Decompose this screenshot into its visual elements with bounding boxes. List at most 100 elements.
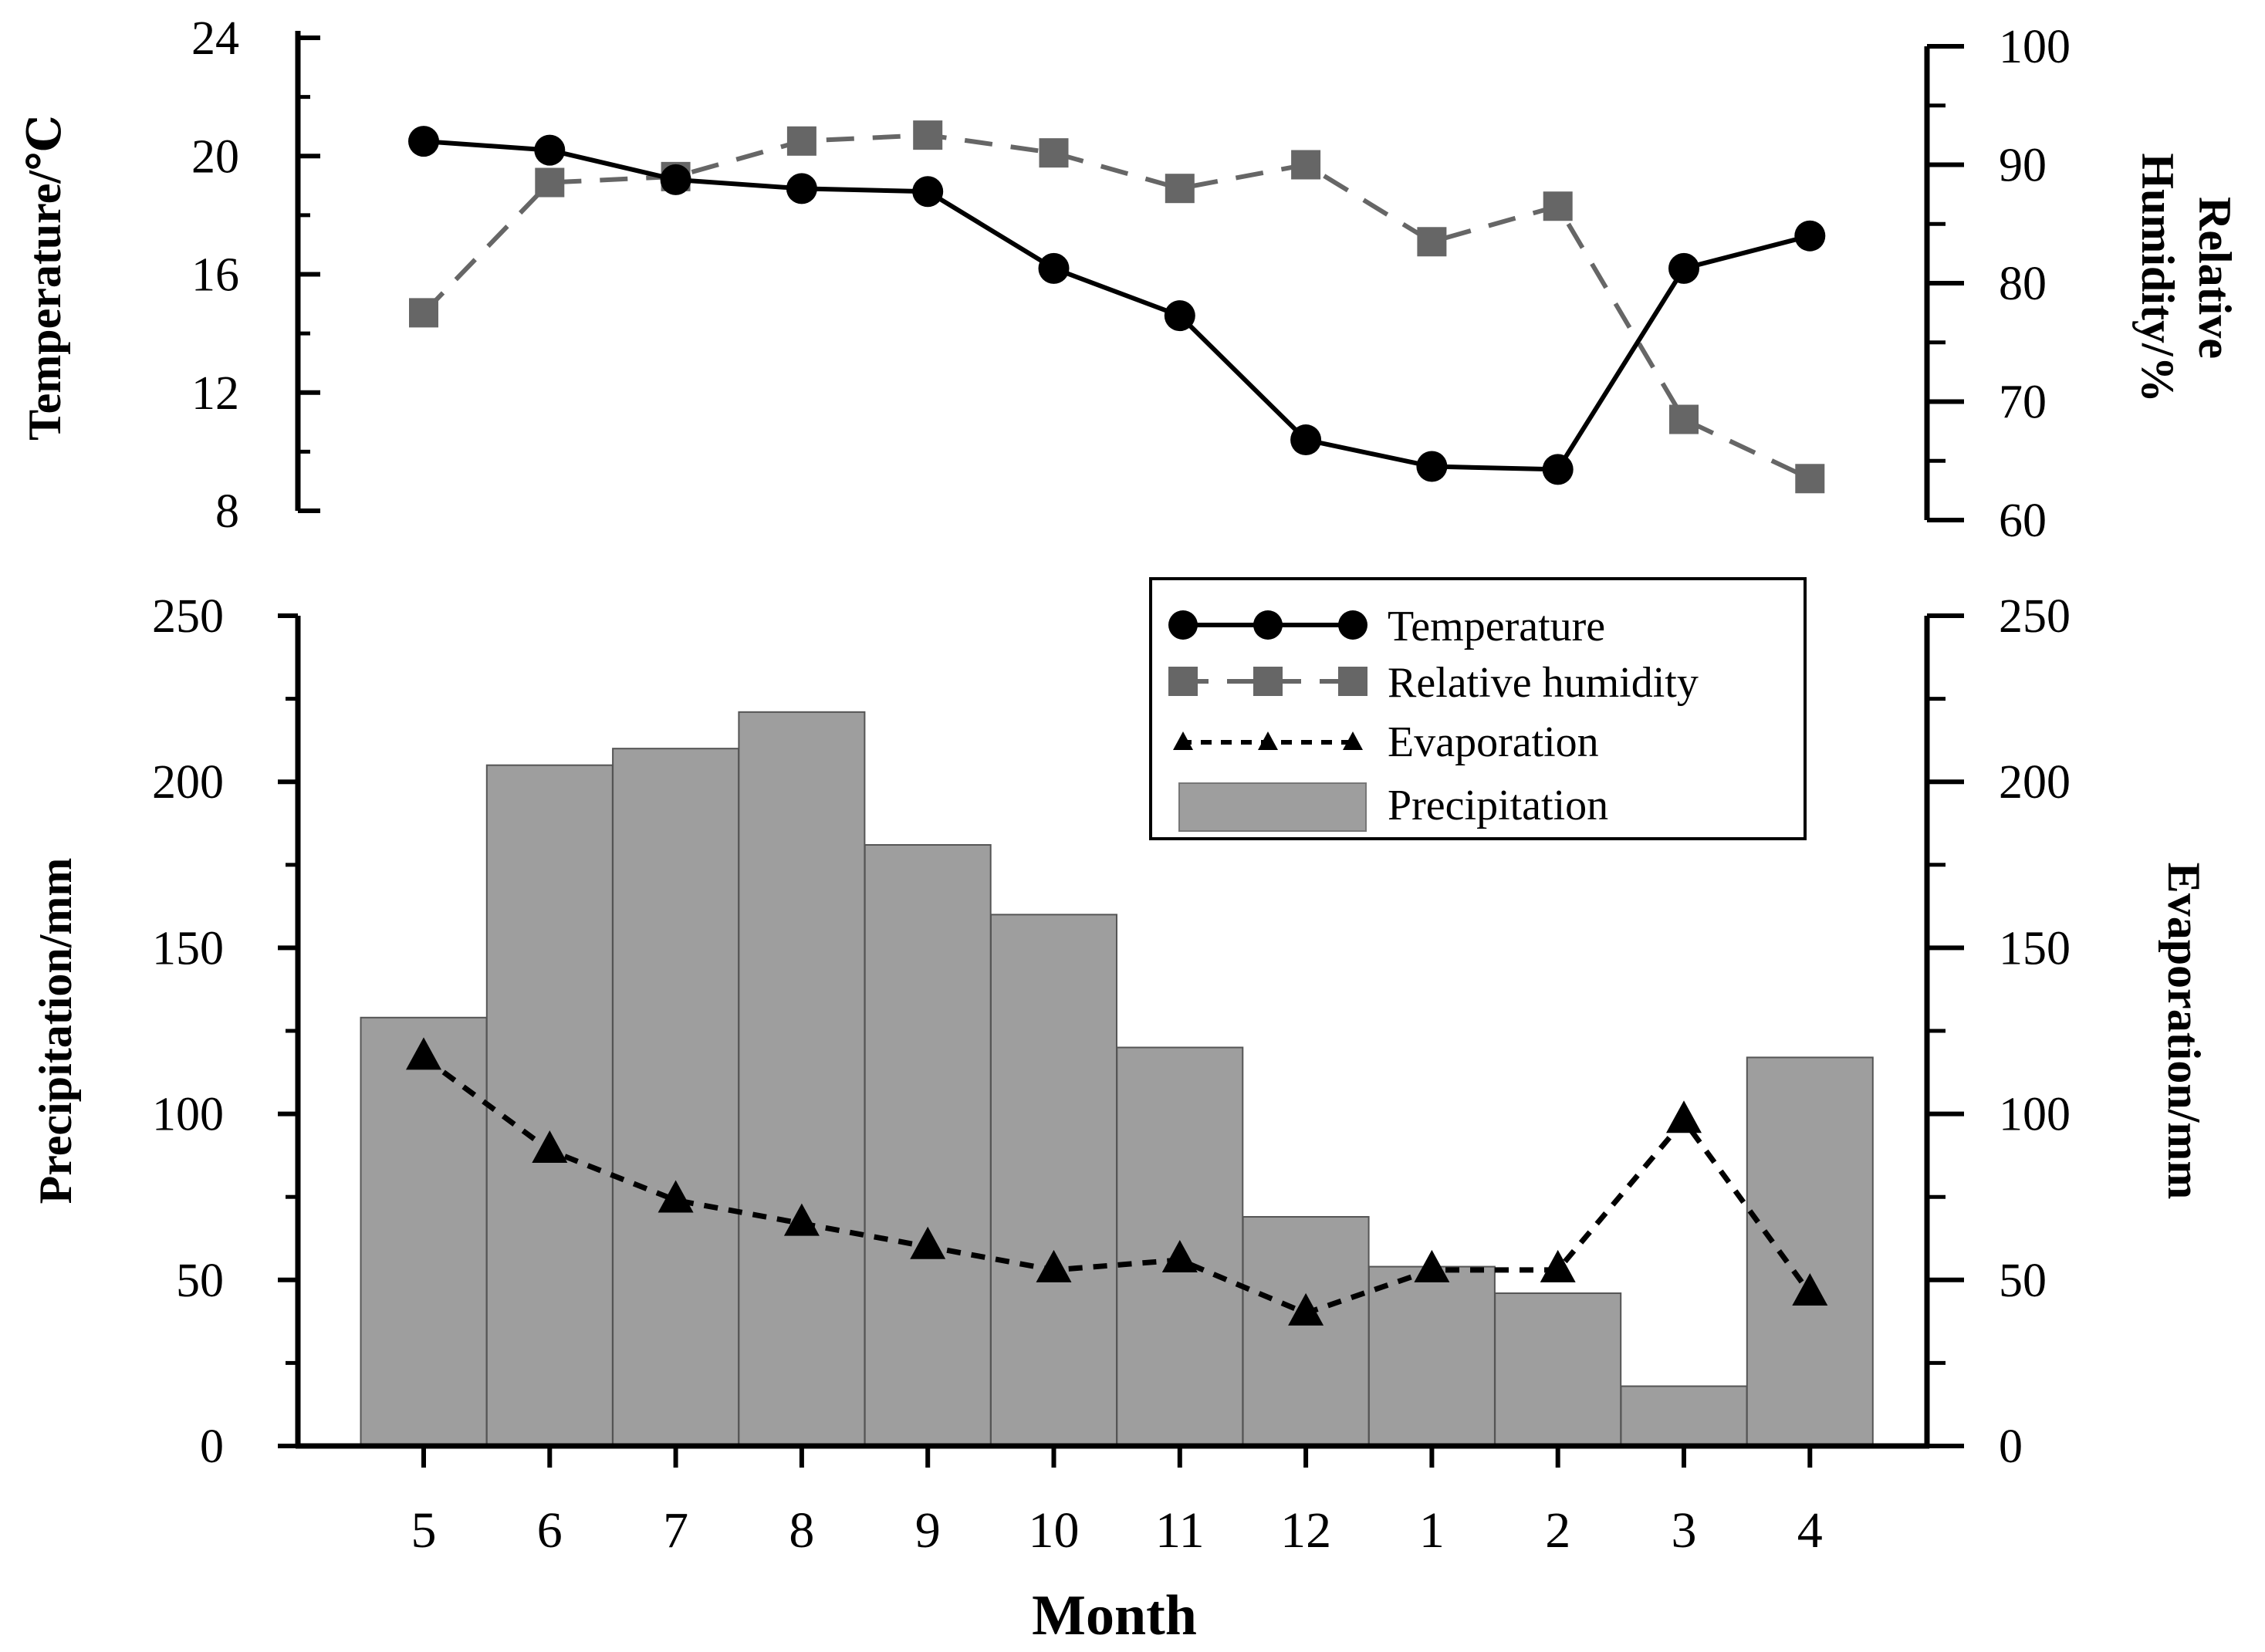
humidity-line [421, 133, 1811, 481]
top-left-tick-label: 20 [191, 130, 239, 183]
temperature-point [660, 164, 691, 195]
humidity-point [535, 167, 565, 198]
top-ylabel: Temperature/℃ [19, 115, 70, 441]
evaporation-point [1414, 1249, 1450, 1282]
bottom-left-tick-label: 250 [152, 590, 224, 643]
x-tick-label: 10 [1029, 1502, 1080, 1559]
temperature-point [912, 176, 944, 208]
humidity-point [1795, 464, 1825, 494]
x-tick-label: 5 [411, 1502, 437, 1559]
temperature-point [1542, 454, 1574, 485]
bottom-y2label: Evaporation/mm [2159, 863, 2209, 1200]
top-left-tick-label: 16 [191, 249, 239, 302]
precipitation-bar [990, 914, 1117, 1447]
humidity-point [1669, 404, 1699, 434]
legend-square-marker [1253, 667, 1283, 696]
x-tick-label: 7 [663, 1502, 688, 1559]
legend-circle-marker [1168, 610, 1198, 640]
top-right-tick-label: 70 [1999, 377, 2047, 429]
evaporation-point [532, 1130, 568, 1163]
humidity-point [1165, 174, 1195, 204]
top-panel: 8 12 16 20 24 60 70 80 90 100 Temperature/℃ Rela… [19, 12, 2240, 547]
bottom-right-ticks: 0 50 100 150 200 250 [1927, 590, 2071, 1473]
bottom-left-tick-label: 0 [200, 1421, 224, 1473]
evaporation-point [1288, 1292, 1324, 1326]
humidity-point [1417, 227, 1447, 257]
bottom-right-tick-label: 100 [1999, 1089, 2071, 1141]
top-right-tick-label: 80 [1999, 258, 2047, 310]
bottom-panel: 0 50 100 150 200 250 0 50 100 150 200 250 5 6 7 8 9 10 1… [30, 590, 2209, 1647]
legend-triangle-marker [1258, 731, 1278, 750]
bottom-left-ticks: 0 50 100 150 200 250 [152, 590, 298, 1473]
evaporation-point [406, 1037, 441, 1070]
bottom-right-tick-label: 0 [1999, 1421, 2023, 1473]
evaporation-point [1540, 1249, 1576, 1282]
evaporation-series [406, 1037, 1828, 1326]
bottom-left-tick-label: 100 [152, 1089, 224, 1141]
temperature-point [1668, 252, 1699, 284]
x-tick-label: 6 [537, 1502, 563, 1559]
bottom-left-tick-label: 50 [176, 1255, 224, 1307]
evaporation-point [1036, 1249, 1072, 1282]
humidity-point [786, 126, 816, 156]
top-series [408, 120, 1826, 494]
temperature-point [1164, 300, 1195, 332]
temperature-point [1038, 252, 1070, 284]
temperature-point [408, 126, 439, 157]
precipitation-bar [360, 1016, 488, 1448]
x-axis-label: Month [1032, 1584, 1197, 1647]
evaporation-point [1792, 1273, 1828, 1306]
temperature-point [786, 173, 817, 204]
top-y2label-line2: Humidity/% [2132, 153, 2183, 402]
x-tick-label: 8 [789, 1502, 814, 1559]
precipitation-bar [485, 764, 614, 1447]
temperature-line [423, 139, 1811, 472]
temperature-point [534, 134, 566, 166]
bottom-right-tick-label: 250 [1999, 590, 2071, 643]
legend-circle-marker [1338, 610, 1367, 640]
precipitation-bar [864, 843, 992, 1447]
precipitation-bar [1367, 1265, 1496, 1447]
legend-square-marker [1338, 667, 1367, 696]
legend-bar-swatch [1178, 782, 1367, 832]
evaporation-point [1666, 1100, 1702, 1133]
legend-item-humidity: Relative humidity [1168, 659, 1699, 707]
top-left-ticks: 8 12 16 20 24 [191, 12, 320, 538]
humidity-point [1291, 150, 1321, 180]
precipitation-bar [1242, 1216, 1370, 1448]
bottom-ylabel: Precipitation/mm [30, 858, 81, 1204]
top-left-tick-label: 12 [191, 367, 239, 420]
top-left-tick-label: 8 [215, 485, 239, 538]
temperature-point [1794, 220, 1826, 252]
bottom-right-tick-label: 50 [1999, 1255, 2047, 1307]
legend-label-precipitation: Precipitation [1388, 782, 1608, 829]
x-tick-label: 4 [1797, 1502, 1823, 1559]
x-tick-label: 9 [915, 1502, 941, 1559]
x-tick-label: 3 [1672, 1502, 1697, 1559]
humidity-point [1543, 191, 1573, 221]
evaporation-point [658, 1180, 694, 1213]
legend-item-temperature: Temperature [1168, 603, 1605, 650]
evaporation-point [1161, 1239, 1198, 1272]
legend-label-evaporation: Evaporation [1388, 718, 1599, 766]
bottom-left-tick-label: 150 [152, 922, 224, 975]
top-right-tick-label: 60 [1999, 495, 2047, 547]
legend-item-evaporation: Evaporation [1173, 718, 1599, 766]
bottom-right-tick-label: 150 [1999, 922, 2071, 975]
x-tick-label: 1 [1419, 1502, 1445, 1559]
precipitation-bar [1494, 1292, 1622, 1447]
humidity-point [913, 120, 943, 150]
bottom-left-tick-label: 200 [152, 756, 224, 809]
legend-square-marker [1168, 667, 1198, 696]
legend-item-precipitation: Precipitation [1178, 782, 1608, 832]
x-tick-label: 2 [1545, 1502, 1570, 1559]
legend: Temperature Relative humidity Evaporatio… [1149, 577, 1807, 840]
temperature-point [1416, 451, 1448, 482]
top-left-tick-label: 24 [191, 12, 239, 65]
bottom-right-tick-label: 200 [1999, 756, 2071, 809]
legend-circle-marker [1253, 610, 1283, 640]
top-y2label-line1: Relative [2189, 197, 2240, 359]
top-right-ticks: 60 70 80 90 100 [1927, 21, 2071, 547]
precipitation-bar [1620, 1385, 1748, 1447]
